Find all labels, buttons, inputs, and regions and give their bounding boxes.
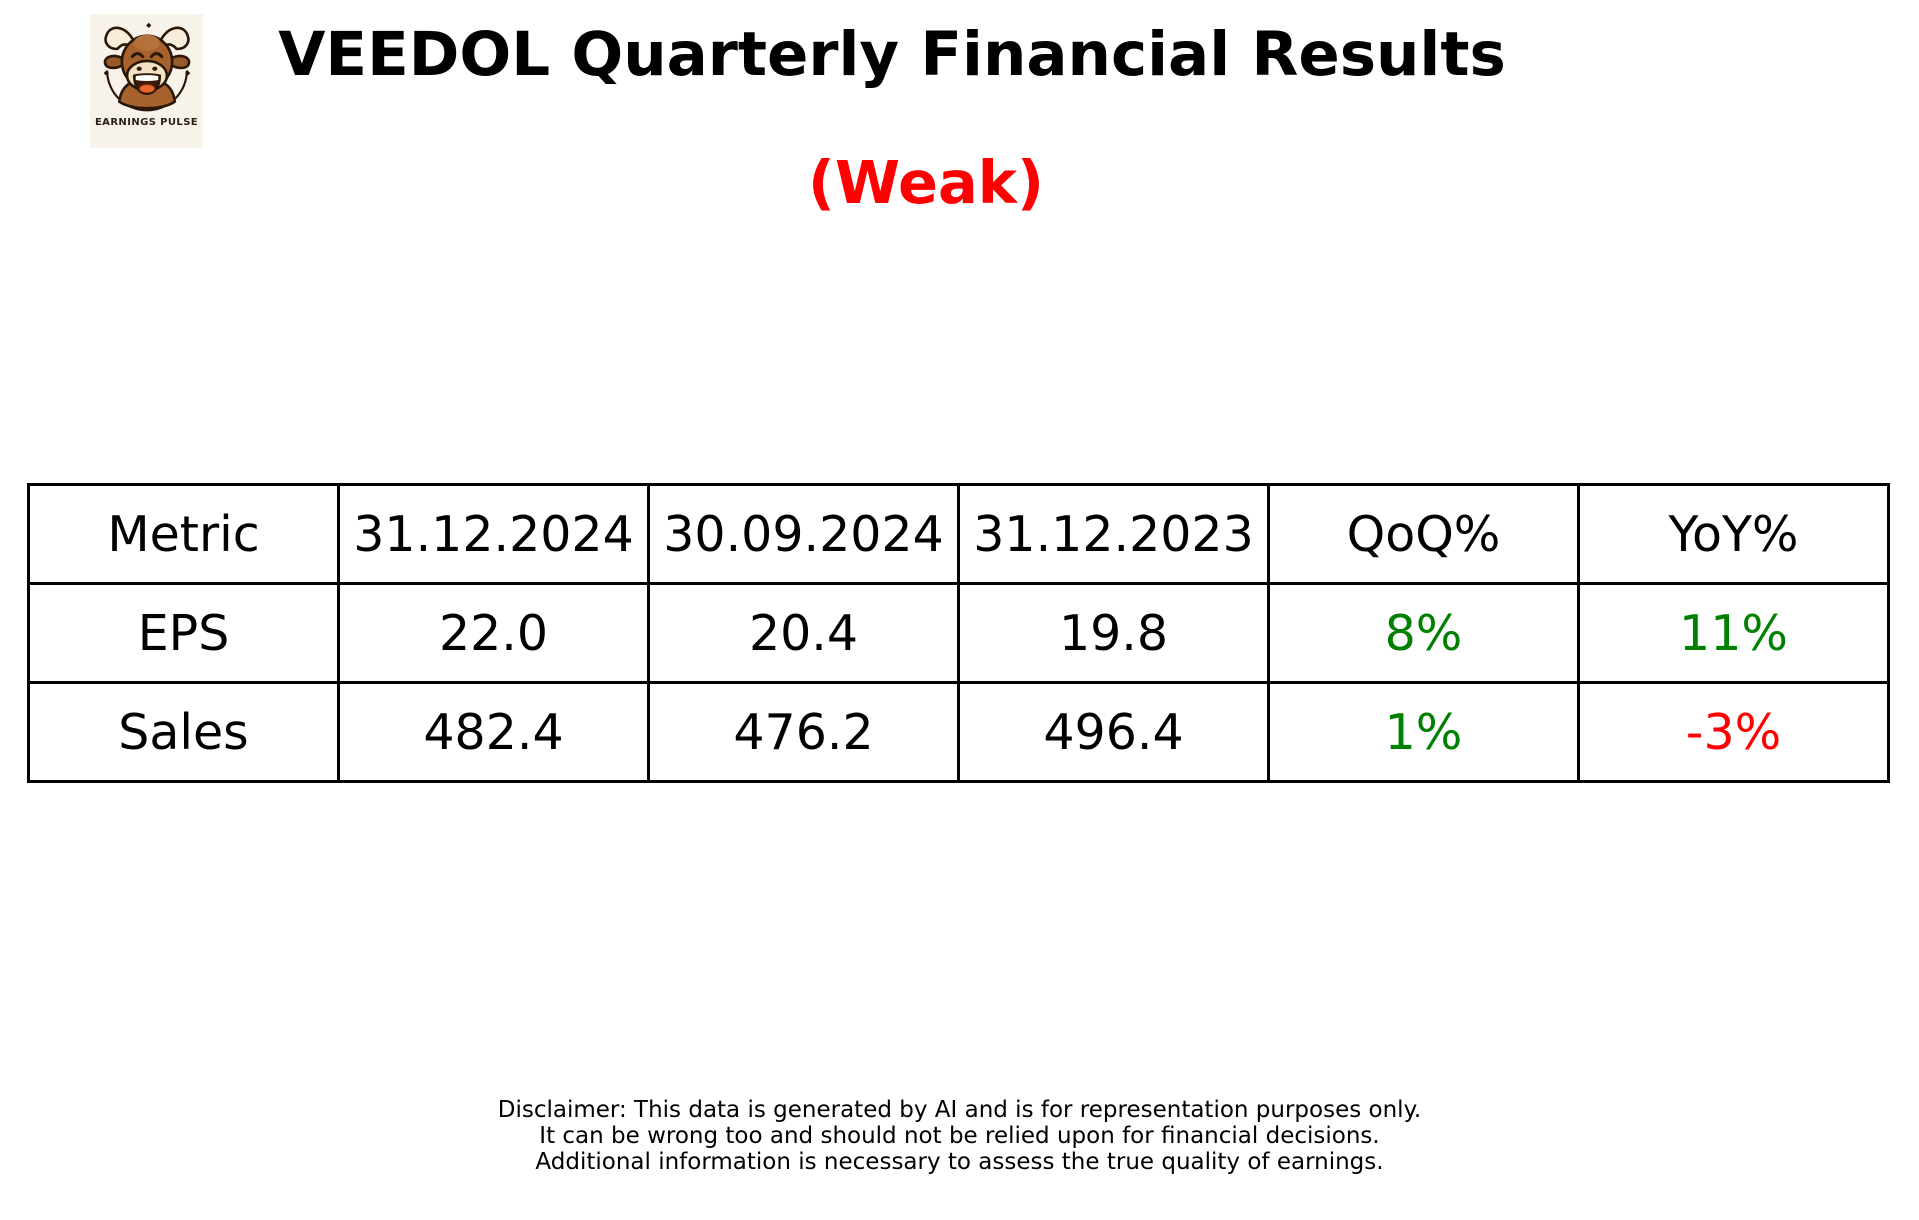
disclaimer: Disclaimer: This data is generated by AI… (0, 1097, 1919, 1175)
disclaimer-line-3: Additional information is necessary to a… (535, 1149, 1384, 1175)
column-header-q-previous: 30.09.2024 (647, 483, 960, 585)
column-header-metric: Metric (27, 483, 340, 585)
cell-eps-yearago: 19.8 (957, 582, 1270, 684)
table-row-sales: Sales 482.4 476.2 496.4 1% -3% (27, 681, 1890, 783)
column-header-yoy: YoY% (1577, 483, 1890, 585)
column-header-q-yearago: 31.12.2023 (957, 483, 1270, 585)
disclaimer-line-2: It can be wrong too and should not be re… (539, 1123, 1380, 1149)
cell-sales-current: 482.4 (337, 681, 650, 783)
table-row-eps: EPS 22.0 20.4 19.8 8% 11% (27, 582, 1890, 684)
column-header-q-current: 31.12.2024 (337, 483, 650, 585)
verdict-label: (Weak) (808, 148, 1044, 217)
financial-results-table: Metric 31.12.2024 30.09.2024 31.12.2023 … (27, 483, 1890, 783)
table-header-row: Metric 31.12.2024 30.09.2024 31.12.2023 … (27, 483, 1890, 585)
cell-sales-yearago: 496.4 (957, 681, 1270, 783)
cell-eps-yoy: 11% (1577, 582, 1890, 684)
cell-sales-metric: Sales (27, 681, 340, 783)
cell-eps-previous: 20.4 (647, 582, 960, 684)
cell-sales-previous: 476.2 (647, 681, 960, 783)
page-title: VEEDOL Quarterly Financial Results (278, 19, 1506, 90)
cell-sales-yoy: -3% (1577, 681, 1890, 783)
cell-sales-qoq: 1% (1267, 681, 1580, 783)
cell-eps-metric: EPS (27, 582, 340, 684)
cell-eps-current: 22.0 (337, 582, 650, 684)
column-header-qoq: QoQ% (1267, 483, 1580, 585)
cell-eps-qoq: 8% (1267, 582, 1580, 684)
laughing-bull-icon (103, 22, 190, 112)
disclaimer-line-1: Disclaimer: This data is generated by AI… (497, 1097, 1422, 1123)
earnings-pulse-logo: EARNINGS PULSE (90, 14, 203, 148)
logo-brand-text: EARNINGS PULSE (94, 117, 199, 128)
